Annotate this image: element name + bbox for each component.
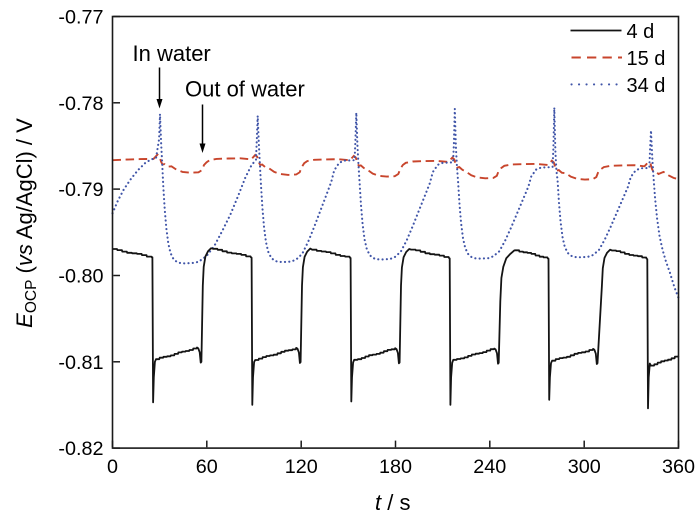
svg-text:180: 180: [379, 456, 412, 478]
svg-text:-0.79: -0.79: [58, 179, 103, 201]
svg-text:240: 240: [473, 456, 506, 478]
svg-text:t / s: t / s: [375, 490, 410, 515]
svg-text:-0.80: -0.80: [58, 266, 103, 288]
svg-text:Out of water: Out of water: [185, 77, 305, 102]
svg-text:120: 120: [285, 456, 318, 478]
svg-text:300: 300: [568, 456, 601, 478]
svg-text:-0.78: -0.78: [58, 93, 103, 115]
svg-text:In water: In water: [133, 41, 211, 66]
svg-text:15 d: 15 d: [627, 48, 666, 70]
svg-text:0: 0: [107, 456, 118, 478]
svg-text:34 d: 34 d: [627, 75, 666, 97]
svg-text:-0.82: -0.82: [58, 438, 103, 460]
svg-text:EOCP (vs Ag/AgCl) / V: EOCP (vs Ag/AgCl) / V: [12, 118, 40, 328]
svg-text:360: 360: [662, 456, 695, 478]
svg-text:4 d: 4 d: [627, 21, 655, 43]
svg-text:-0.77: -0.77: [58, 7, 103, 29]
svg-text:-0.81: -0.81: [58, 352, 103, 374]
svg-text:60: 60: [196, 456, 218, 478]
